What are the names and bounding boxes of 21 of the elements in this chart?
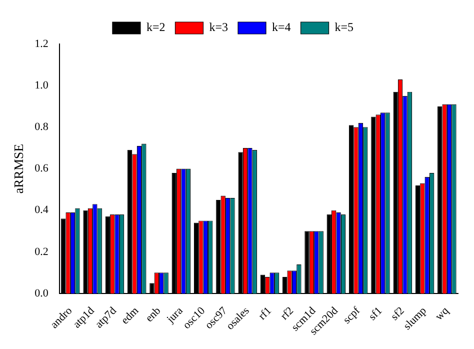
legend-label: k=5 xyxy=(334,20,354,34)
x-tick-label: enb xyxy=(143,304,164,325)
y-tick-label: 0.4 xyxy=(34,204,49,216)
x-tick-label: jura xyxy=(164,304,186,326)
legend-label: k=3 xyxy=(209,20,228,34)
x-tick-label: sf2 xyxy=(388,304,407,323)
y-tick-label: 1.0 xyxy=(34,79,49,92)
y-axis-title: aRRMSE xyxy=(11,144,26,194)
y-tick-label: 0.0 xyxy=(34,287,49,300)
y-tick-label: 0.6 xyxy=(34,162,49,175)
x-tick-label: wq xyxy=(433,304,452,323)
legend-label: k=2 xyxy=(146,20,166,34)
y-tick-label: 0.2 xyxy=(34,246,48,258)
x-tick-label: rf2 xyxy=(278,304,296,322)
x-tick-label: rf1 xyxy=(256,304,274,322)
legend-label: k=4 xyxy=(272,20,291,34)
y-tick-label: 0.8 xyxy=(34,121,49,134)
x-tick-label: edm xyxy=(119,304,142,327)
y-tick-label: 1.2 xyxy=(34,38,48,50)
x-tick-label: scpf xyxy=(341,304,363,326)
x-tick-label: sf1 xyxy=(366,304,385,323)
